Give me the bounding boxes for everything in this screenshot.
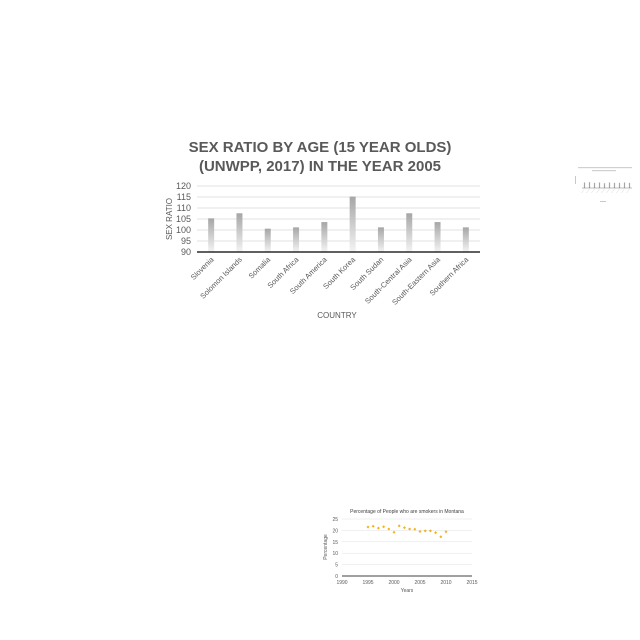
scatter-point (392, 530, 396, 534)
thumbnail-xlabel-blur (600, 201, 606, 202)
scatter-point (366, 525, 370, 529)
scatter-gridlines (342, 518, 472, 565)
y-tick-label: 115 (177, 192, 191, 202)
scatter-x-tick-label: 2015 (466, 580, 477, 586)
scatter-y-axis-title: Percentage (323, 534, 329, 560)
category-label: Somalia (247, 254, 273, 280)
thumbnail-bars (575, 176, 631, 194)
scatter-point (439, 535, 443, 539)
thumbnail-category-label (601, 188, 605, 194)
thumbnail-bar (618, 182, 621, 188)
bar-south-central-asia (406, 213, 413, 252)
bar-south-eastern-asia (434, 222, 441, 252)
smokers-scatter-chart: Percentage of People who are smokers in … (323, 509, 478, 594)
thumbnail-category-label (586, 188, 590, 194)
scatter-x-tick-labels: 1990 1995 2000 2005 2010 2015 (336, 580, 477, 586)
scatter-point (402, 526, 406, 530)
y-tick-label: 100 (176, 225, 191, 235)
scatter-point (444, 530, 448, 534)
bar-southern-africa (462, 227, 469, 252)
thumbnail-bar (588, 182, 591, 188)
scatter-y-tick-label: 10 (332, 551, 338, 557)
y-tick-label: 95 (181, 236, 191, 246)
scatter-x-tick-label: 1995 (362, 580, 373, 586)
bar-south-africa (293, 227, 300, 252)
scatter-y-tick-label: 20 (332, 528, 338, 534)
scatter-x-tick-label: 2005 (414, 580, 425, 586)
scatter-point (428, 529, 432, 533)
scatter-point (434, 531, 438, 535)
y-axis-title: SEX RATIO (165, 198, 174, 240)
x-axis-title: COUNTRY (317, 311, 357, 320)
scatter-point (376, 526, 380, 530)
scatter-y-tick-label: 15 (332, 540, 338, 546)
thumbnail-category-label (626, 188, 630, 194)
scatter-point (387, 527, 391, 531)
y-gridlines (197, 185, 480, 242)
bar-south-sudan (377, 227, 384, 252)
thumbnail-bar (593, 182, 596, 188)
thumbnail-bar (598, 182, 601, 188)
scatter-x-tick-label: 1990 (336, 580, 347, 586)
scatter-x-axis-title: Years (401, 588, 414, 594)
bar-south-korea (349, 196, 356, 252)
y-tick-label: 105 (176, 214, 191, 224)
category-label: Slovenia (189, 254, 216, 281)
scatter-y-tick-label: 5 (335, 563, 338, 569)
scatter-point (371, 524, 375, 528)
thumbnail-bar (613, 182, 616, 188)
y-tick-label: 120 (176, 181, 191, 191)
scatter-y-tick-labels: 0 5 10 15 20 25 (332, 517, 338, 580)
thumbnail-title-blur-1 (578, 167, 632, 169)
scatter-points (366, 524, 448, 539)
bars (208, 196, 469, 252)
scatter-point (418, 530, 422, 534)
bar-slovenia (208, 218, 215, 252)
thumbnail-ylabel (575, 176, 576, 184)
thumbnail-bar (583, 182, 586, 188)
thumbnail-bar (623, 182, 626, 188)
scatter-point (382, 525, 386, 529)
scatter-y-tick-label: 25 (332, 517, 338, 523)
thumbnail-category-label (611, 188, 615, 194)
scatter-point (397, 524, 401, 528)
scatter-title: Percentage of People who are smokers in … (350, 509, 464, 515)
category-label: South-Eastern Asia (390, 254, 442, 306)
thumbnail-category-label (581, 188, 585, 194)
bar-somalia (264, 228, 271, 252)
thumbnail-bar (628, 182, 631, 188)
thumbnail-category-label (616, 188, 620, 194)
bar-south-america (321, 222, 328, 252)
scatter-point (413, 527, 417, 531)
thumbnail-title-blur-2 (592, 170, 616, 172)
y-tick-label: 90 (181, 247, 191, 257)
thumbnail-bar (608, 182, 611, 188)
chart-title-line-1: SEX RATIO BY AGE (15 YEAR OLDS) (189, 139, 452, 156)
y-tick-label: 110 (177, 203, 191, 213)
thumbnail-category-label (596, 188, 600, 194)
scatter-point (423, 529, 427, 533)
sex-ratio-chart: SEX RATIO BY AGE (15 YEAR OLDS) (UNWPP, … (165, 139, 480, 320)
thumbnail-bar (603, 183, 606, 188)
scatter-x-tick-label: 2000 (388, 580, 399, 586)
thumbnail-category-label (621, 188, 625, 194)
scatter-point (408, 527, 412, 531)
chart-title-line-2: (UNWPP, 2017) IN THE YEAR 2005 (199, 158, 441, 175)
thumbnail-bar-chart (575, 167, 632, 202)
scatter-y-tick-label: 0 (335, 574, 338, 580)
scatter-x-tick-label: 2010 (440, 580, 451, 586)
thumbnail-category-label (591, 188, 595, 194)
thumbnail-category-label (606, 188, 610, 194)
bar-solomon-islands (236, 213, 243, 252)
